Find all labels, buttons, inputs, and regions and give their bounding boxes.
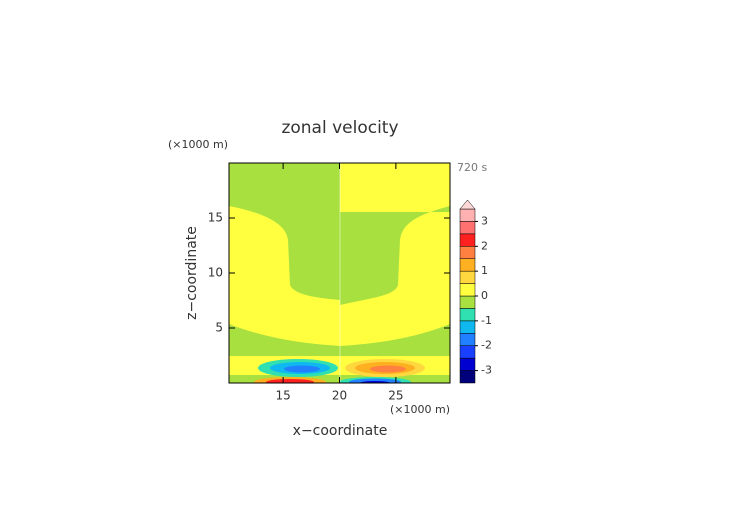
colorbar-tick-label: -1 (481, 314, 492, 327)
colorbar-cell (459, 320, 476, 334)
contour-region (370, 365, 406, 373)
colorbar-cell (459, 308, 476, 322)
contour-region (340, 206, 450, 305)
time-annotation: 720 s (457, 161, 487, 174)
colorbar-cell (459, 357, 476, 371)
colorbar-cell (459, 333, 476, 346)
colorbar-cell (459, 295, 476, 309)
colorbar-cell (459, 208, 476, 222)
colorbar-cell (459, 233, 476, 247)
colorbar-cell (459, 370, 476, 384)
contour-field (229, 163, 450, 383)
y-tick-label: 5 (215, 321, 223, 335)
colorbar-tick-label: -2 (481, 339, 492, 352)
colorbar-tick-label: 3 (481, 214, 488, 227)
y-axis-label: z−coordinate (184, 226, 200, 320)
colorbar-cell (459, 246, 476, 259)
contour-region (284, 365, 320, 373)
x-tick-label: 25 (388, 389, 403, 403)
colorbar-tick-label: 1 (481, 264, 488, 277)
y-unit: (×1000 m) (168, 138, 228, 151)
contour-region (229, 163, 340, 300)
x-axis-label: x−coordinate (293, 423, 388, 439)
colorbar-tick-label: 0 (481, 289, 488, 302)
colorbar-cell (459, 345, 476, 359)
colorbar-cell (459, 283, 476, 297)
colorbar-cell (459, 221, 476, 235)
y-tick-label: 15 (208, 211, 223, 225)
colorbar-tick-label: -3 (481, 364, 492, 377)
x-tick-label: 20 (332, 389, 347, 403)
x-tick-label: 15 (275, 389, 290, 403)
contour-region (349, 378, 401, 383)
contour-region (266, 379, 314, 383)
y-tick-label: 10 (208, 266, 223, 280)
colorbar-cell (459, 270, 476, 284)
colorbar-extension (459, 199, 476, 210)
x-unit: (×1000 m) (390, 403, 450, 416)
colorbar-tick-label: 2 (481, 239, 488, 252)
chart-title: zonal velocity (281, 118, 398, 138)
colorbar-cell (459, 258, 476, 272)
